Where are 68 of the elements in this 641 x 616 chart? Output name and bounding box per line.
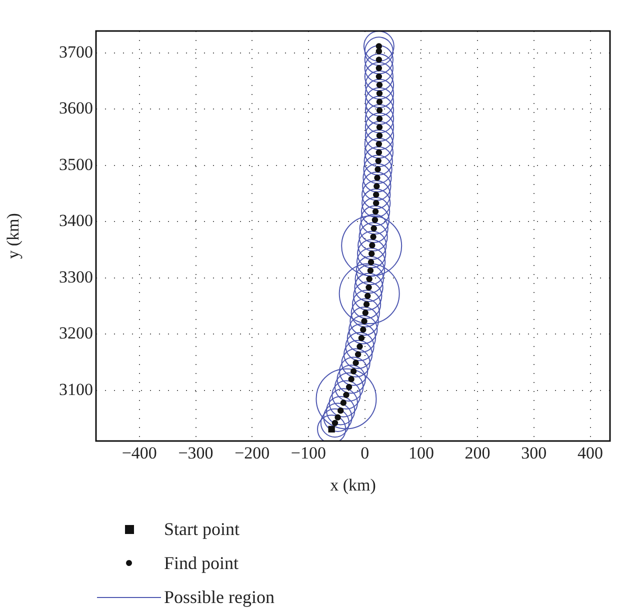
x-tick-label: 0 [360, 444, 370, 463]
point [338, 408, 344, 414]
point [376, 98, 383, 105]
y-tick-label: 3600 [59, 98, 93, 118]
point [358, 334, 365, 342]
y-tick-label: 3700 [59, 42, 93, 62]
point [370, 234, 376, 240]
point [376, 132, 383, 139]
point [373, 200, 380, 206]
y-tick-label: 3200 [59, 324, 93, 343]
point [368, 259, 374, 266]
x-tick-label: −300 [178, 444, 214, 463]
point [376, 43, 382, 50]
point [354, 351, 362, 358]
point [376, 107, 383, 114]
x-tick-label: 100 [408, 444, 434, 463]
point [361, 318, 368, 324]
point [373, 192, 380, 198]
point [376, 82, 383, 88]
point [350, 368, 357, 374]
point [372, 208, 379, 215]
point [363, 301, 370, 308]
y-axis-title: y (km) [4, 213, 23, 259]
point [372, 216, 378, 224]
point [332, 420, 338, 426]
point [370, 225, 377, 232]
point [366, 276, 372, 282]
point [368, 250, 375, 257]
point [376, 56, 382, 63]
point [376, 73, 382, 80]
point [367, 267, 374, 274]
legend-label: Find point [164, 552, 239, 574]
x-tick-label: −100 [290, 444, 326, 463]
point [376, 124, 383, 130]
legend-label: Start point [164, 518, 240, 540]
point [376, 90, 383, 97]
x-tick-label: −200 [234, 444, 270, 463]
point [376, 116, 383, 122]
point [346, 384, 352, 390]
point [375, 158, 382, 164]
point [343, 392, 350, 398]
point [340, 400, 347, 406]
point [376, 149, 382, 156]
point [374, 166, 381, 172]
x-tick-label: 200 [464, 444, 490, 463]
y-tick-label: 3100 [59, 380, 93, 399]
x-axis-title: x (km) [330, 475, 376, 494]
point [366, 284, 372, 291]
point [376, 140, 382, 148]
point [334, 414, 341, 420]
legend-label: Possible region [164, 586, 274, 608]
point [376, 48, 382, 54]
x-tick-label: 400 [578, 444, 604, 463]
point [356, 343, 363, 350]
point [362, 310, 368, 316]
point [352, 360, 359, 366]
y-tick-label: 3500 [59, 154, 93, 174]
point [374, 183, 380, 190]
point [376, 65, 382, 72]
point [348, 376, 354, 382]
point [374, 174, 380, 181]
point [360, 326, 366, 333]
point [364, 292, 371, 299]
x-tick-label: 300 [521, 444, 547, 463]
point [369, 242, 376, 248]
x-tick-label: −400 [122, 444, 157, 463]
y-tick-label: 3300 [59, 267, 93, 286]
y-tick-label: 3400 [59, 211, 93, 230]
